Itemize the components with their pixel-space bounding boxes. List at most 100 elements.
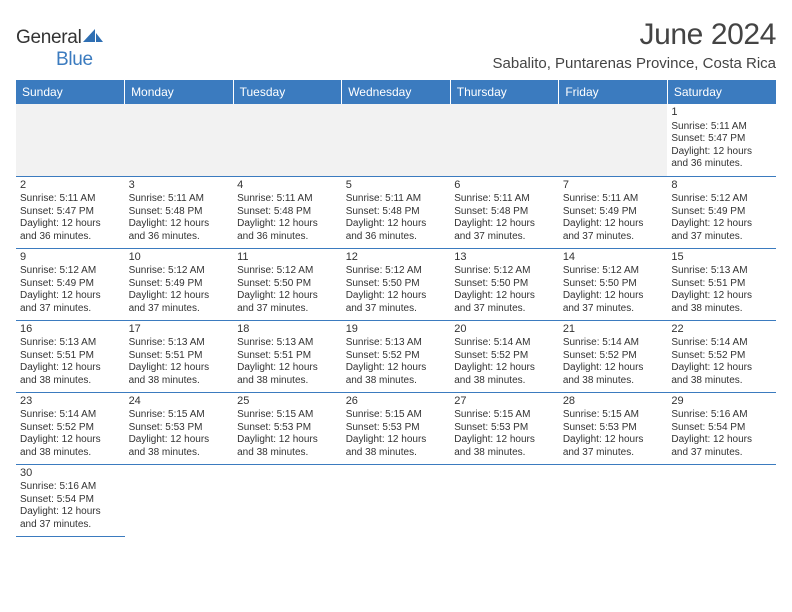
- logo-part2: Blue: [16, 49, 93, 70]
- daylight1-text: Daylight: 12 hours: [20, 218, 121, 231]
- calendar-cell: 2Sunrise: 5:11 AMSunset: 5:47 PMDaylight…: [16, 176, 125, 248]
- daylight2-text: and 37 minutes.: [20, 303, 121, 316]
- calendar-cell: 5Sunrise: 5:11 AMSunset: 5:48 PMDaylight…: [342, 176, 451, 248]
- calendar-cell: 11Sunrise: 5:12 AMSunset: 5:50 PMDayligh…: [233, 248, 342, 320]
- month-title: June 2024: [493, 18, 776, 52]
- daylight1-text: Daylight: 12 hours: [454, 362, 555, 375]
- sunset-text: Sunset: 5:52 PM: [346, 350, 447, 363]
- sunrise-text: Sunrise: 5:12 AM: [129, 265, 230, 278]
- day-header: Sunday: [16, 80, 125, 104]
- sunset-text: Sunset: 5:52 PM: [563, 350, 664, 363]
- daylight1-text: Daylight: 12 hours: [671, 218, 772, 231]
- calendar-cell: 8Sunrise: 5:12 AMSunset: 5:49 PMDaylight…: [667, 176, 776, 248]
- day-number: 22: [671, 323, 772, 337]
- daylight1-text: Daylight: 12 hours: [237, 290, 338, 303]
- daylight1-text: Daylight: 12 hours: [563, 290, 664, 303]
- calendar-cell: 14Sunrise: 5:12 AMSunset: 5:50 PMDayligh…: [559, 248, 668, 320]
- calendar-cell: 9Sunrise: 5:12 AMSunset: 5:49 PMDaylight…: [16, 248, 125, 320]
- day-header: Saturday: [667, 80, 776, 104]
- calendar-cell-empty: [233, 104, 342, 176]
- day-header-row: SundayMondayTuesdayWednesdayThursdayFrid…: [16, 80, 776, 104]
- daylight2-text: and 36 minutes.: [237, 231, 338, 244]
- sunset-text: Sunset: 5:53 PM: [454, 422, 555, 435]
- calendar-cell: 20Sunrise: 5:14 AMSunset: 5:52 PMDayligh…: [450, 320, 559, 392]
- calendar-cell: 3Sunrise: 5:11 AMSunset: 5:48 PMDaylight…: [125, 176, 234, 248]
- sunrise-text: Sunrise: 5:14 AM: [454, 337, 555, 350]
- daylight1-text: Daylight: 12 hours: [346, 290, 447, 303]
- calendar-cell: 23Sunrise: 5:14 AMSunset: 5:52 PMDayligh…: [16, 392, 125, 464]
- daylight2-text: and 38 minutes.: [346, 447, 447, 460]
- calendar-cell-empty: [342, 104, 451, 176]
- sunset-text: Sunset: 5:51 PM: [20, 350, 121, 363]
- calendar-cell-empty: [667, 464, 776, 536]
- sunrise-text: Sunrise: 5:16 AM: [671, 409, 772, 422]
- calendar-cell: 25Sunrise: 5:15 AMSunset: 5:53 PMDayligh…: [233, 392, 342, 464]
- calendar-cell: 18Sunrise: 5:13 AMSunset: 5:51 PMDayligh…: [233, 320, 342, 392]
- sunrise-text: Sunrise: 5:14 AM: [671, 337, 772, 350]
- calendar-cell-empty: [125, 104, 234, 176]
- calendar: SundayMondayTuesdayWednesdayThursdayFrid…: [16, 80, 776, 537]
- calendar-cell: 7Sunrise: 5:11 AMSunset: 5:49 PMDaylight…: [559, 176, 668, 248]
- calendar-week: 30Sunrise: 5:16 AMSunset: 5:54 PMDayligh…: [16, 464, 776, 536]
- sunset-text: Sunset: 5:49 PM: [563, 206, 664, 219]
- calendar-cell: 28Sunrise: 5:15 AMSunset: 5:53 PMDayligh…: [559, 392, 668, 464]
- daylight2-text: and 38 minutes.: [671, 303, 772, 316]
- daylight1-text: Daylight: 12 hours: [20, 362, 121, 375]
- sunset-text: Sunset: 5:48 PM: [237, 206, 338, 219]
- day-number: 8: [671, 179, 772, 193]
- day-number: 4: [237, 179, 338, 193]
- daylight1-text: Daylight: 12 hours: [346, 362, 447, 375]
- sunset-text: Sunset: 5:52 PM: [20, 422, 121, 435]
- title-block: June 2024 Sabalito, Puntarenas Province,…: [493, 18, 776, 72]
- calendar-cell: 19Sunrise: 5:13 AMSunset: 5:52 PMDayligh…: [342, 320, 451, 392]
- calendar-cell-empty: [233, 464, 342, 536]
- day-number: 10: [129, 251, 230, 265]
- logo-part1: General: [16, 27, 82, 48]
- sunset-text: Sunset: 5:48 PM: [129, 206, 230, 219]
- sunset-text: Sunset: 5:53 PM: [346, 422, 447, 435]
- calendar-cell-empty: [450, 464, 559, 536]
- day-number: 18: [237, 323, 338, 337]
- daylight1-text: Daylight: 12 hours: [129, 290, 230, 303]
- calendar-cell-empty: [16, 104, 125, 176]
- daylight2-text: and 37 minutes.: [454, 303, 555, 316]
- day-number: 11: [237, 251, 338, 265]
- daylight2-text: and 36 minutes.: [129, 231, 230, 244]
- day-number: 28: [563, 395, 664, 409]
- calendar-cell: 17Sunrise: 5:13 AMSunset: 5:51 PMDayligh…: [125, 320, 234, 392]
- day-number: 17: [129, 323, 230, 337]
- calendar-cell: 15Sunrise: 5:13 AMSunset: 5:51 PMDayligh…: [667, 248, 776, 320]
- calendar-cell: 26Sunrise: 5:15 AMSunset: 5:53 PMDayligh…: [342, 392, 451, 464]
- daylight2-text: and 37 minutes.: [237, 303, 338, 316]
- calendar-cell-empty: [559, 104, 668, 176]
- sunset-text: Sunset: 5:52 PM: [671, 350, 772, 363]
- calendar-cell: 6Sunrise: 5:11 AMSunset: 5:48 PMDaylight…: [450, 176, 559, 248]
- sunset-text: Sunset: 5:50 PM: [237, 278, 338, 291]
- sunset-text: Sunset: 5:54 PM: [671, 422, 772, 435]
- day-number: 29: [671, 395, 772, 409]
- day-number: 13: [454, 251, 555, 265]
- sunset-text: Sunset: 5:50 PM: [346, 278, 447, 291]
- daylight2-text: and 38 minutes.: [129, 375, 230, 388]
- day-number: 14: [563, 251, 664, 265]
- sunset-text: Sunset: 5:52 PM: [454, 350, 555, 363]
- sunset-text: Sunset: 5:48 PM: [454, 206, 555, 219]
- daylight1-text: Daylight: 12 hours: [237, 434, 338, 447]
- calendar-week: 16Sunrise: 5:13 AMSunset: 5:51 PMDayligh…: [16, 320, 776, 392]
- sunrise-text: Sunrise: 5:12 AM: [671, 193, 772, 206]
- sunset-text: Sunset: 5:51 PM: [671, 278, 772, 291]
- daylight2-text: and 38 minutes.: [454, 447, 555, 460]
- daylight1-text: Daylight: 12 hours: [671, 362, 772, 375]
- daylight2-text: and 38 minutes.: [454, 375, 555, 388]
- day-number: 20: [454, 323, 555, 337]
- sunset-text: Sunset: 5:50 PM: [563, 278, 664, 291]
- daylight1-text: Daylight: 12 hours: [454, 434, 555, 447]
- day-number: 16: [20, 323, 121, 337]
- daylight1-text: Daylight: 12 hours: [454, 218, 555, 231]
- sunrise-text: Sunrise: 5:12 AM: [346, 265, 447, 278]
- sunrise-text: Sunrise: 5:12 AM: [563, 265, 664, 278]
- sunset-text: Sunset: 5:49 PM: [129, 278, 230, 291]
- sail-icon: [83, 27, 103, 49]
- day-number: 3: [129, 179, 230, 193]
- sunrise-text: Sunrise: 5:12 AM: [237, 265, 338, 278]
